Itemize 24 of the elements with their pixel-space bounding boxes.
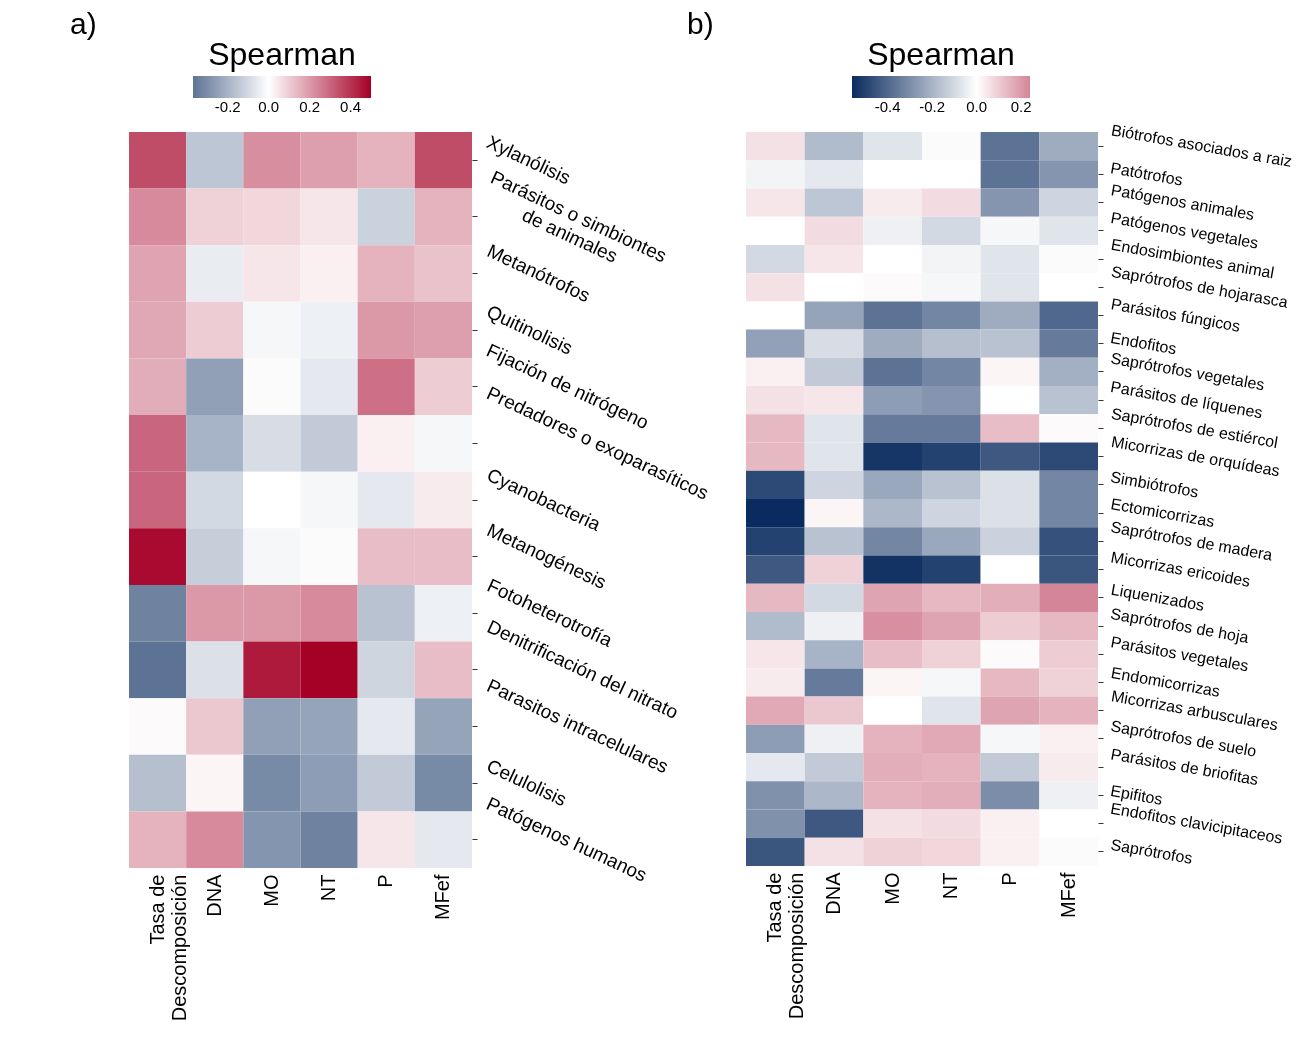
color-bar-label: -0.2 bbox=[919, 98, 946, 115]
x-tick-label: P bbox=[374, 874, 397, 888]
color-bar-label: -0.4 bbox=[874, 98, 901, 115]
legend-title: Spearman bbox=[208, 36, 356, 72]
color-bar-label: 0.4 bbox=[340, 98, 361, 115]
color-bar-label: 0.2 bbox=[299, 98, 321, 115]
x-tick-label: DNA bbox=[202, 873, 225, 917]
x-tick-label: DNA bbox=[822, 871, 844, 915]
color-bar-label: 0.0 bbox=[966, 98, 988, 115]
legend-title: Spearman bbox=[867, 36, 1015, 72]
text: b) bbox=[687, 7, 714, 40]
x-tick-label: MO bbox=[259, 874, 282, 907]
x-tick-label: MO bbox=[880, 872, 903, 905]
x-tick-label: Tasa de Descomposición bbox=[145, 874, 190, 1022]
color-bar-label: -0.2 bbox=[214, 98, 241, 115]
text: a) bbox=[70, 7, 97, 40]
color-bar-label: 0.0 bbox=[258, 98, 280, 115]
x-tick-label: Tasa de Descomposición bbox=[763, 872, 808, 1020]
x-tick-label: P bbox=[998, 872, 1020, 886]
x-tick-label: NT bbox=[939, 872, 962, 900]
x-tick-label: MFef bbox=[1056, 872, 1079, 919]
x-tick-label: NT bbox=[317, 874, 340, 902]
x-tick-label: MFef bbox=[431, 874, 454, 921]
color-bar-label: 0.2 bbox=[1010, 98, 1032, 115]
